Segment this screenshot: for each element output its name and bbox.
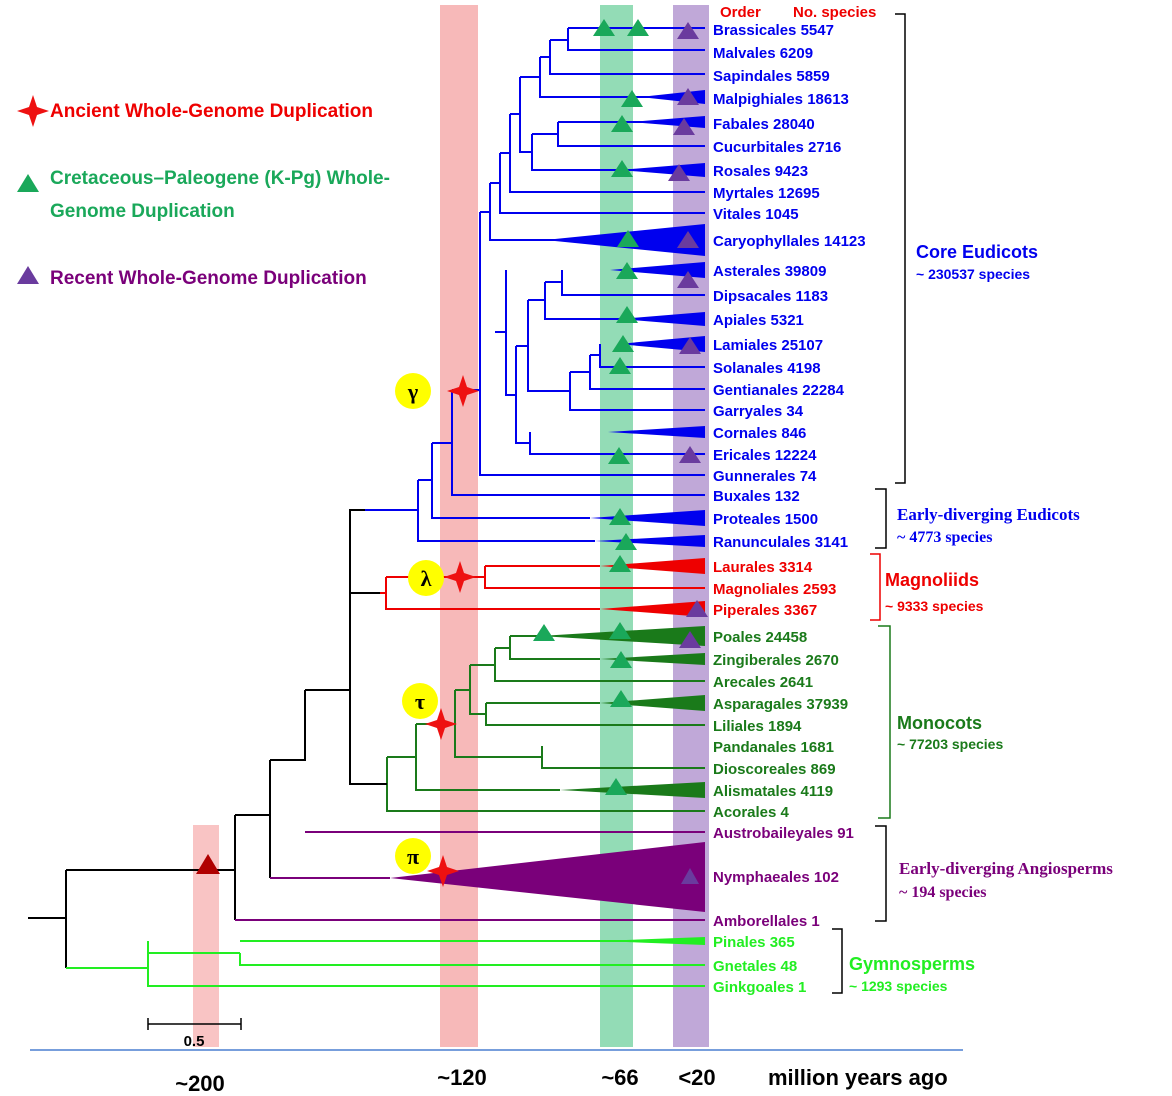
taxon-label: Amborellales 1 <box>713 913 820 930</box>
taxon-label: Malvales 6209 <box>713 45 813 62</box>
time-tick-120: ~120 <box>437 1065 487 1090</box>
taxon-label: Lamiales 25107 <box>713 337 823 354</box>
group-early-eudicots-count: ~ 4773 species <box>897 529 992 546</box>
group-early-eudicots-name: Early-diverging Eudicots <box>897 505 1080 524</box>
wgd-lambda-label: λ <box>421 566 432 591</box>
taxon-label: Fabales 28040 <box>713 116 815 133</box>
taxon-label: Zingiberales 2670 <box>713 652 839 669</box>
taxon-label: Apiales 5321 <box>713 312 804 329</box>
wgd-tau-label: τ <box>415 689 425 714</box>
group-core-eudicots-name: Core Eudicots <box>916 242 1038 262</box>
taxon-label: Austrobaileyales 91 <box>713 825 854 842</box>
taxon-label: Arecales 2641 <box>713 674 813 691</box>
taxon-label: Dipsacales 1183 <box>713 288 828 305</box>
taxon-label: Magnoliales 2593 <box>713 581 836 598</box>
taxon-label: Vitales 1045 <box>713 206 799 223</box>
taxon-label: Solanales 4198 <box>713 360 821 377</box>
group-magnoliids-name: Magnoliids <box>885 570 979 590</box>
legend-ancient: Ancient Whole-Genome Duplication <box>50 101 373 122</box>
group-gymnosperms-count: ~ 1293 species <box>849 978 948 994</box>
taxon-label: Brassicales 5547 <box>713 22 834 39</box>
time-axis-unit: million years ago <box>768 1065 948 1090</box>
ancient-wgd-stars <box>17 95 479 887</box>
recent-wgd-markers <box>668 22 708 884</box>
taxon-label: Ericales 12224 <box>713 447 817 464</box>
taxon-label: Caryophyllales 14123 <box>713 233 866 250</box>
group-monocots-name: Monocots <box>897 713 982 733</box>
taxon-label: Acorales 4 <box>713 804 790 821</box>
taxon-label: Ginkgoales 1 <box>713 979 806 996</box>
wgd-pi-label: π <box>407 844 419 869</box>
taxon-label: Sapindales 5859 <box>713 68 830 85</box>
header-no-species: No. species <box>793 4 876 21</box>
ancient-band-120 <box>440 5 478 1047</box>
time-tick-20: <20 <box>678 1065 715 1090</box>
taxon-label: Proteales 1500 <box>713 511 818 528</box>
scale-bar-label: 0.5 <box>184 1033 205 1050</box>
tree-branches <box>28 27 705 987</box>
taxon-label: Pandanales 1681 <box>713 739 834 756</box>
taxon-label: Buxales 132 <box>713 488 800 505</box>
taxon-label: Nymphaeales 102 <box>713 869 839 886</box>
group-gymnosperms-name: Gymnosperms <box>849 954 975 974</box>
group-early-angio-name: Early-diverging Angiosperms <box>899 859 1113 878</box>
taxon-label: Poales 24458 <box>713 629 807 646</box>
taxon-label: Asparagales 37939 <box>713 696 848 713</box>
time-tick-200: ~200 <box>175 1071 225 1096</box>
taxa-labels: Brassicales 5547 Malvales 6209 Sapindale… <box>713 22 866 996</box>
taxon-label: Cucurbitales 2716 <box>713 139 841 156</box>
taxon-label: Myrtales 12695 <box>713 185 820 202</box>
taxon-label: Asterales 39809 <box>713 263 826 280</box>
header-order: Order <box>720 4 761 21</box>
taxon-label: Liliales 1894 <box>713 718 802 735</box>
group-magnoliids-count: ~ 9333 species <box>885 598 984 614</box>
legend-kpg-icon <box>17 174 39 192</box>
ancient-seed-plant-marker <box>196 854 220 874</box>
group-core-eudicots-count: ~ 230537 species <box>916 266 1030 282</box>
taxon-label: Malpighiales 18613 <box>713 91 849 108</box>
legend-recent: Recent Whole-Genome Duplication <box>50 268 367 289</box>
taxon-label: Gentianales 22284 <box>713 382 845 399</box>
legend-recent-icon <box>17 266 39 284</box>
taxon-label: Laurales 3314 <box>713 559 813 576</box>
wgd-gamma-label: γ <box>407 379 418 404</box>
taxon-label: Piperales 3367 <box>713 602 817 619</box>
taxon-label: Garryales 34 <box>713 403 804 420</box>
kpg-wgd-markers <box>533 19 649 795</box>
clade-wedges <box>390 90 705 945</box>
group-monocots-count: ~ 77203 species <box>897 736 1003 752</box>
taxon-label: Pinales 365 <box>713 934 795 951</box>
taxon-label: Ranunculales 3141 <box>713 534 848 551</box>
taxon-label: Alismatales 4119 <box>713 783 833 800</box>
taxon-label: Dioscoreales 869 <box>713 761 836 778</box>
scale-bar <box>147 1018 242 1030</box>
time-tick-66: ~66 <box>601 1065 638 1090</box>
group-early-angio-count: ~ 194 species <box>899 884 986 901</box>
taxon-label: Rosales 9423 <box>713 163 808 180</box>
legend-kpg-line1: Cretaceous–Paleogene (K-Pg) Whole- <box>50 168 390 189</box>
taxon-label: Cornales 846 <box>713 425 806 442</box>
taxon-label: Gnetales 48 <box>713 958 797 975</box>
legend-kpg-line2: Genome Duplication <box>50 201 235 222</box>
wgd-event-circles <box>395 373 444 874</box>
taxon-label: Gunnerales 74 <box>713 468 817 485</box>
group-brackets <box>832 13 906 994</box>
